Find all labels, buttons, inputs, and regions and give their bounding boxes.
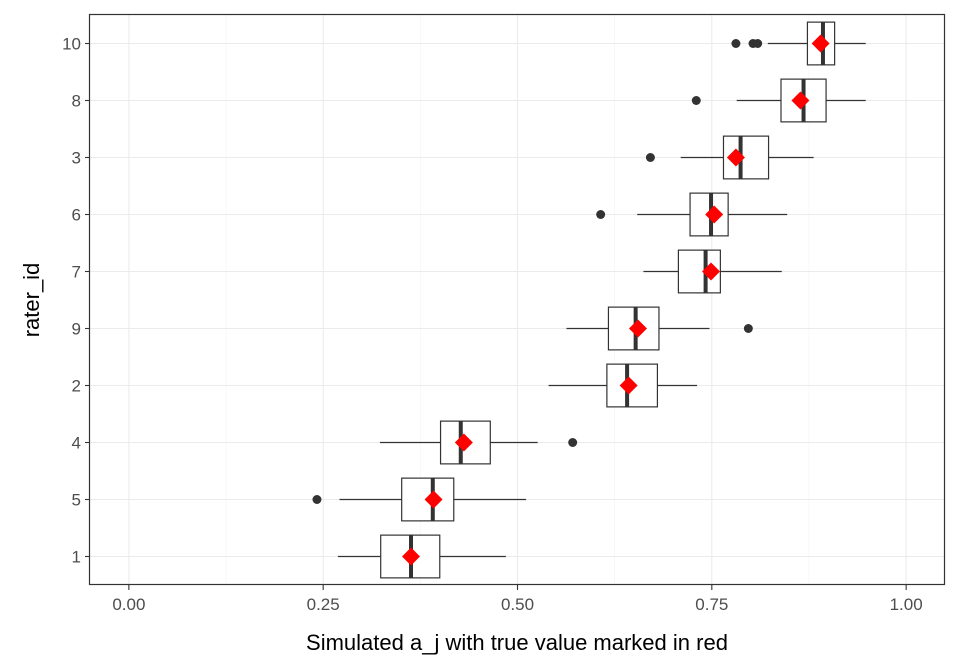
outlier-point [312,495,322,504]
y-tick-label: 1 [72,548,81,567]
outlier-point [568,438,578,447]
box-rater-7 [643,249,782,294]
true-value-marker [619,376,638,395]
outlier-point [743,324,753,333]
box-rater-4 [379,420,578,465]
outlier-point [645,153,655,162]
axis-layer: 0.00 0.25 0.50 0.75 1.00 10 8 3 6 7 9 2 4 5 1 [62,35,923,615]
outlier-point [753,39,763,48]
box-rater-3 [645,135,814,180]
y-tick-label: 2 [72,377,81,396]
y-tick-label: 9 [72,320,81,339]
y-tick-label: 10 [62,35,81,54]
y-axis-title: rater_id [19,263,44,338]
true-value-marker [705,205,724,224]
outlier-point [691,96,701,105]
true-value-marker [811,34,830,53]
x-tick-label: 0.25 [307,595,340,614]
true-value-marker [454,433,473,452]
true-value-marker [424,490,443,509]
y-tick-label: 4 [72,434,81,453]
x-axis-title: Simulated a_j with true value marked in … [306,630,728,655]
box-rater-2 [548,363,698,408]
box-rater-9 [566,306,753,351]
iqr-box [439,420,491,465]
box-rater-10 [731,21,866,66]
x-tick-label: 0.75 [695,595,728,614]
box-rater-6 [596,192,788,237]
y-tick-label: 7 [72,263,81,282]
outlier-point [731,39,741,48]
true-value-marker [702,262,721,281]
true-value-marker [726,148,745,167]
box-rater-8 [691,78,866,123]
x-tick-label: 0.00 [112,595,145,614]
true-value-marker [628,319,647,338]
outlier-point [596,210,606,219]
true-value-marker [402,547,421,566]
x-tick-label: 1.00 [890,595,923,614]
true-value-marker [791,91,810,110]
panel-border [88,13,946,586]
y-tick-label: 3 [72,149,81,168]
x-tick-label: 0.50 [501,595,534,614]
box-rater-1 [337,534,506,579]
box-rater-5 [312,477,527,522]
y-tick-label: 5 [72,491,81,510]
y-tick-label: 8 [72,92,81,111]
y-tick-label: 6 [72,206,81,225]
box-layer [312,21,866,579]
